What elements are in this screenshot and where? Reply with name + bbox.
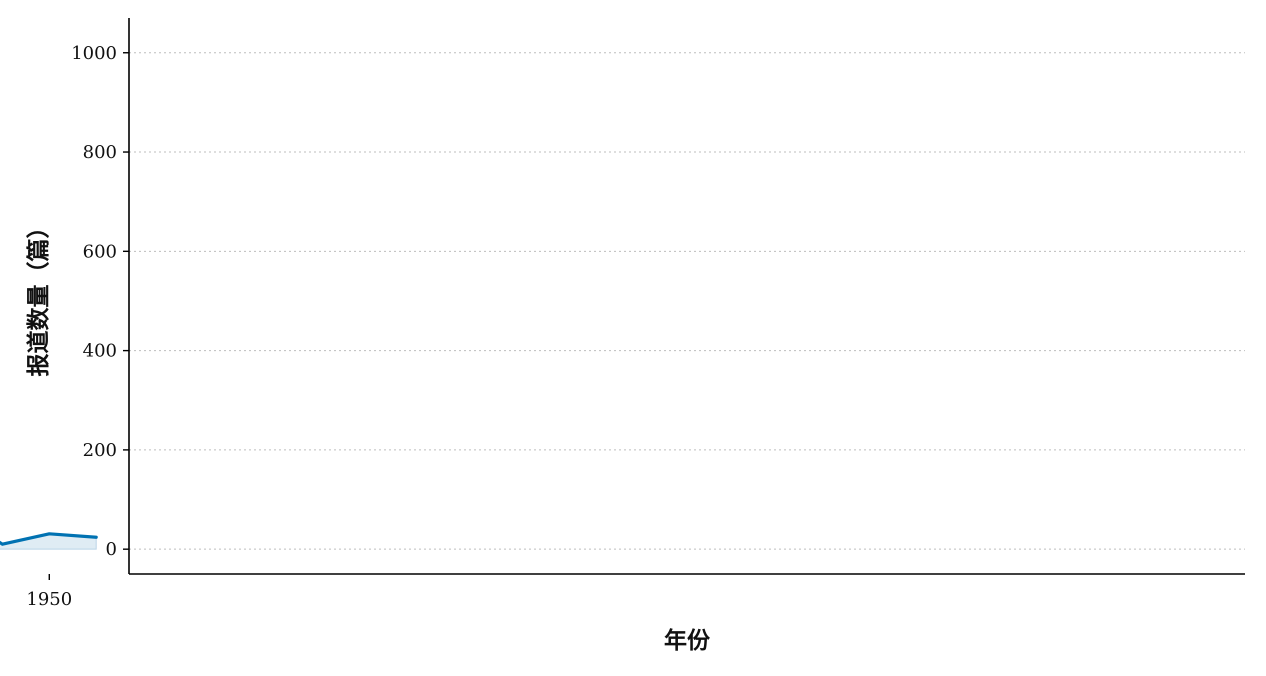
- y-tick-label: 0: [106, 539, 117, 560]
- y-axis-title: 报道数量（篇）: [25, 216, 52, 377]
- x-axis-title: 年份: [664, 627, 711, 654]
- y-tick-label: 800: [83, 142, 117, 163]
- gridlines: [129, 52, 1245, 550]
- y-tick-label: 200: [83, 440, 117, 461]
- ticks: 0200400600800100019501960197019801990200…: [26, 43, 129, 610]
- area-fill-group: [0, 533, 97, 550]
- y-tick-label: 400: [83, 341, 117, 362]
- axes: [128, 18, 1245, 575]
- y-tick-label: 600: [83, 241, 117, 262]
- x-tick-label: 1950: [26, 589, 72, 610]
- y-tick-label: 1000: [71, 43, 117, 64]
- area-fill: [0, 533, 97, 550]
